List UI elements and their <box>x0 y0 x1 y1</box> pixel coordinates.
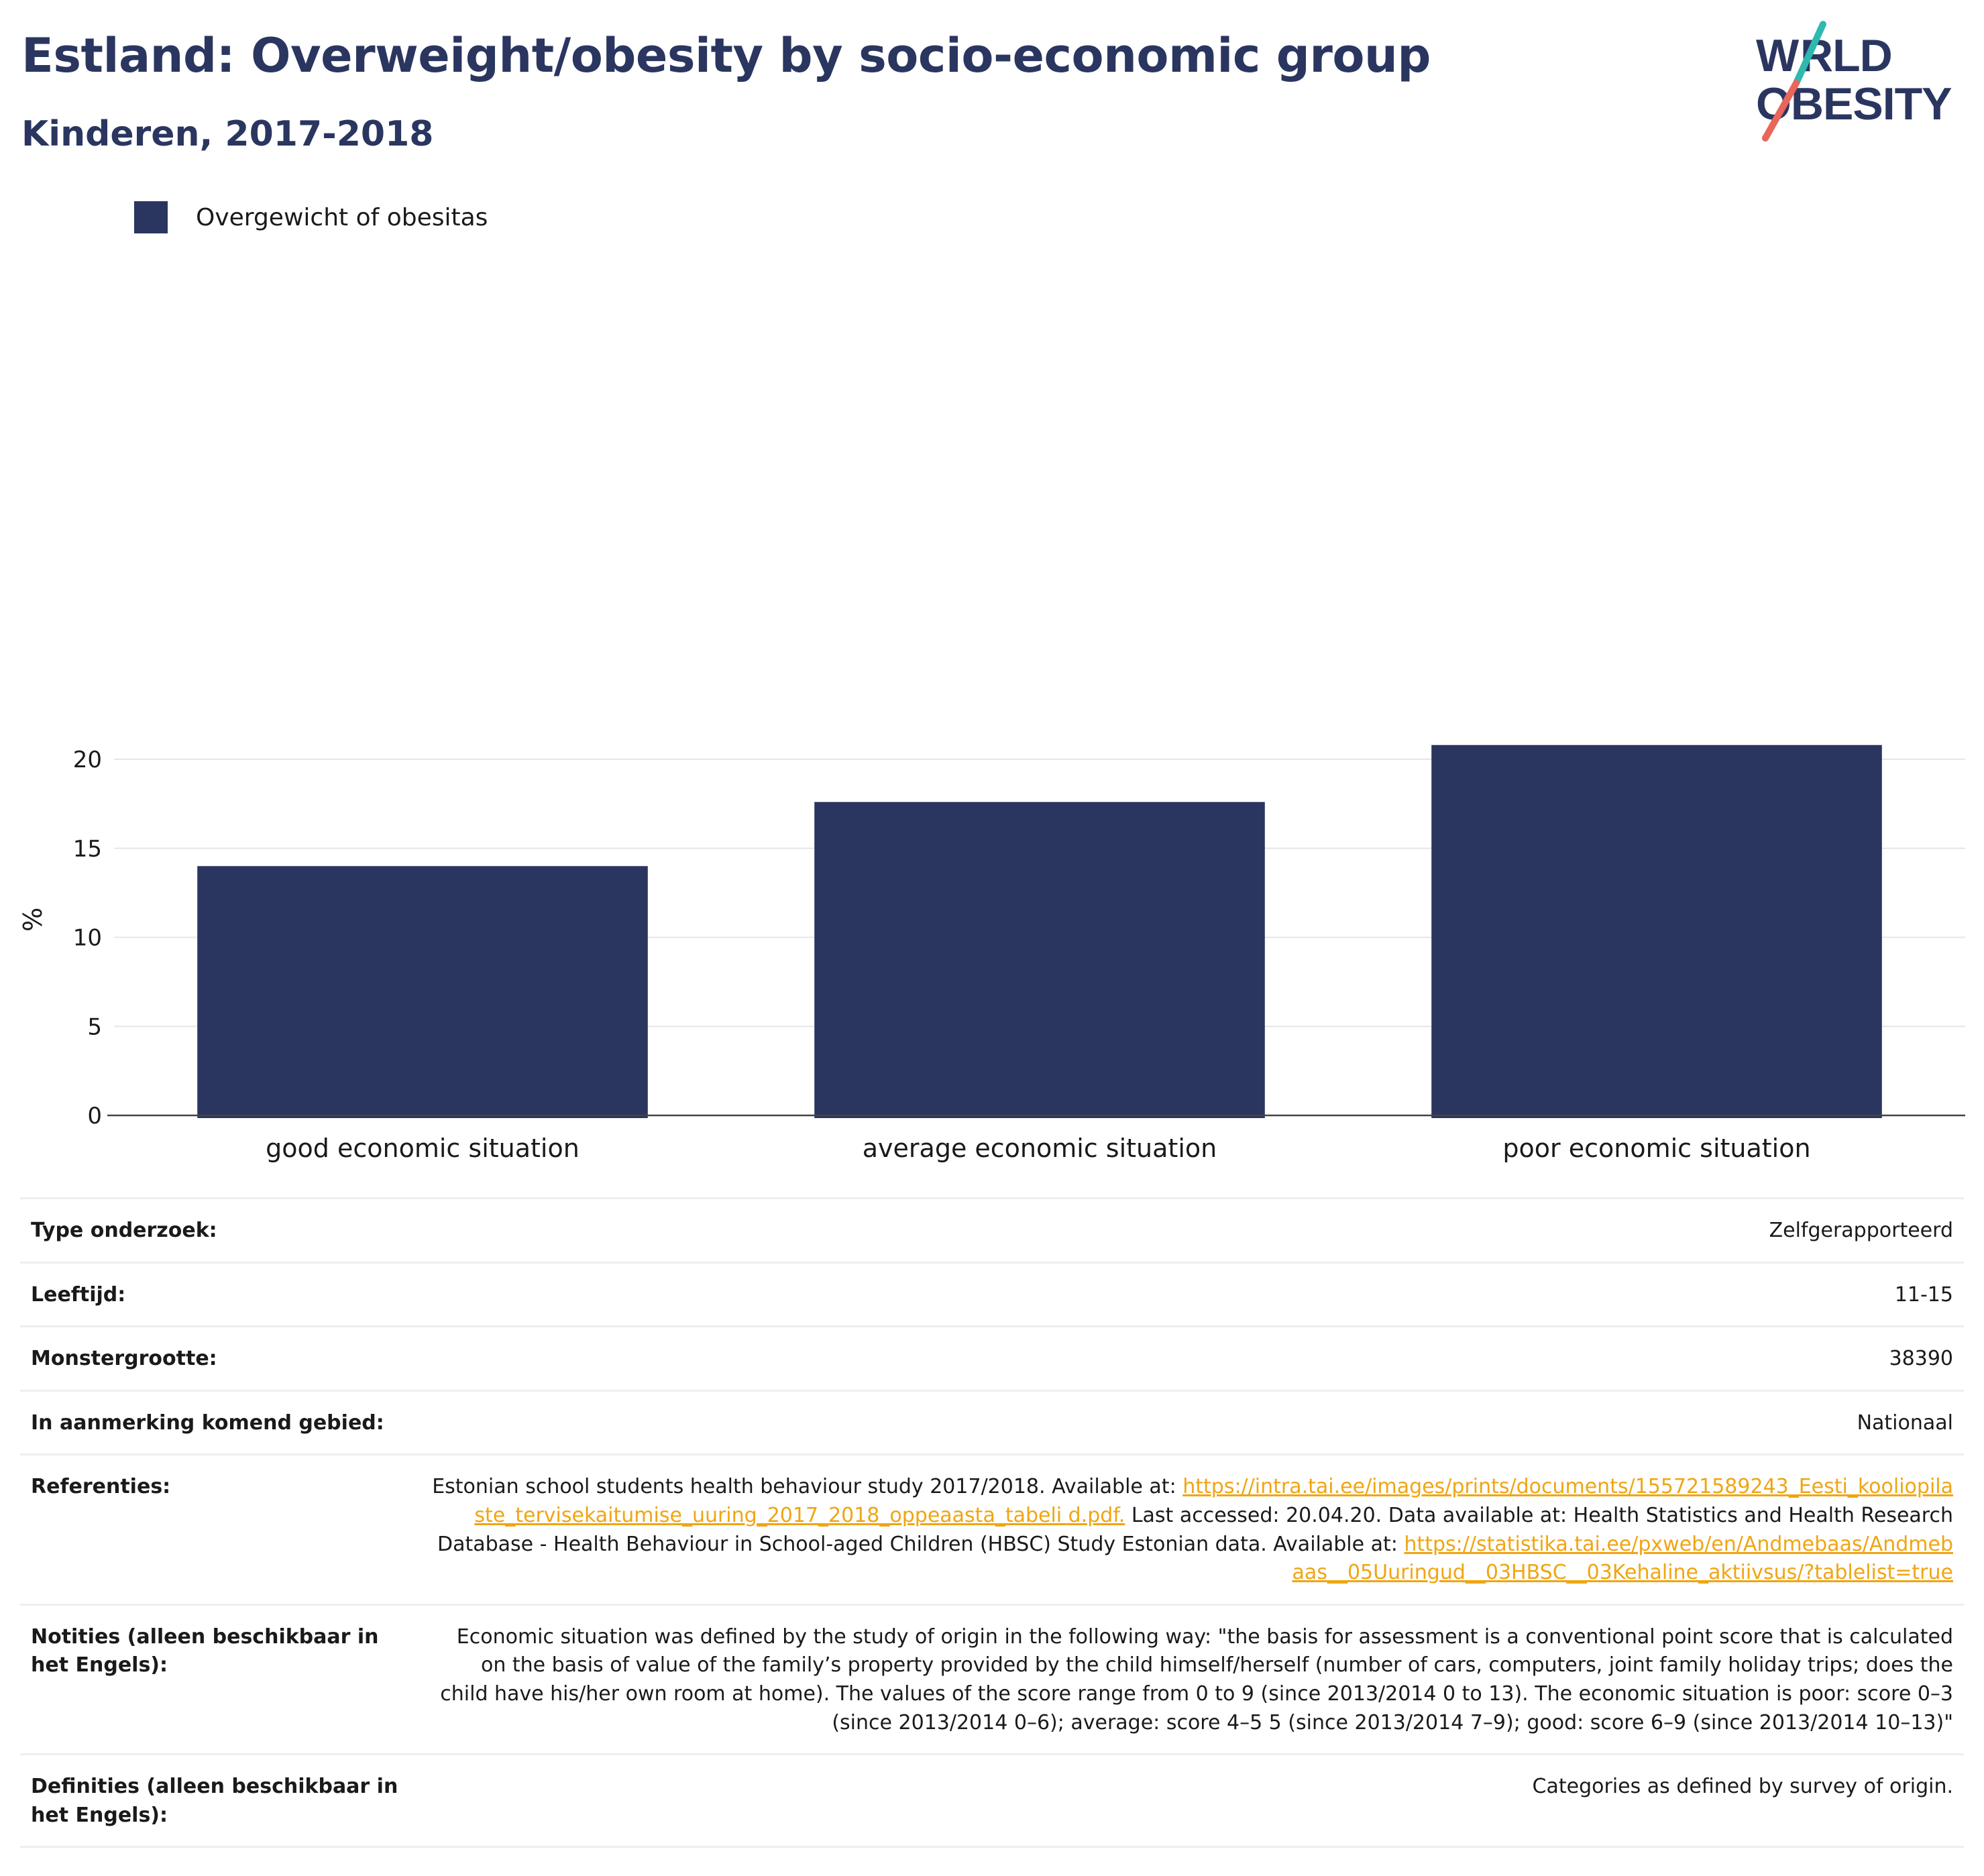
y-tick-label: 10 <box>73 925 102 952</box>
definitions-value: Categories as defined by survey of origi… <box>417 1753 1964 1849</box>
bar <box>814 802 1265 1118</box>
info-row-references: Referenties: Estonian school students he… <box>20 1453 1964 1605</box>
area-value: Nationaal <box>417 1389 1964 1455</box>
sample-label: Monstergrootte: <box>20 1325 417 1391</box>
reference-link-2[interactable]: https://statistika.tai.ee/pxweb/en/Andme… <box>1292 1532 1953 1585</box>
notes-value: Economic situation was defined by the st… <box>417 1603 1964 1755</box>
area-label: In aanmerking komend gebied: <box>20 1389 417 1455</box>
x-tick-label: average economic situation <box>863 1134 1217 1163</box>
x-tick-label: poor economic situation <box>1502 1134 1810 1163</box>
svg-text:W: W <box>1756 30 1800 81</box>
type-label: Type onderzoek: <box>20 1197 417 1263</box>
svg-text:OBESITY: OBESITY <box>1756 78 1952 129</box>
sample-value: 38390 <box>417 1325 1964 1391</box>
info-row-type: Type onderzoek: Zelfgerapporteerd <box>20 1197 1964 1263</box>
info-row-definitions: Definities (alleen beschikbaar in het En… <box>20 1753 1964 1849</box>
info-row-area: In aanmerking komend gebied: Nationaal <box>20 1389 1964 1455</box>
age-label: Leeftijd: <box>20 1261 417 1327</box>
info-table: Type onderzoek: Zelfgerapporteerd Leefti… <box>20 1197 1964 1849</box>
age-value: 11-15 <box>417 1261 1964 1327</box>
y-tick-label: 0 <box>87 1103 102 1129</box>
page-subtitle: Kinderen, 2017-2018 <box>21 114 434 154</box>
notes-label: Notities (alleen beschikbaar in het Enge… <box>20 1603 417 1755</box>
chart-legend: Overgewicht of obesitas <box>134 201 488 233</box>
y-tick-label: 20 <box>73 747 102 773</box>
references-label: Referenties: <box>20 1453 417 1605</box>
page-title: Estland: Overweight/obesity by socio-eco… <box>21 28 1431 83</box>
definitions-label: Definities (alleen beschikbaar in het En… <box>20 1753 417 1849</box>
references-text-2: Last accessed: 20.04.20. Data available … <box>437 1503 1953 1556</box>
bar <box>197 866 648 1118</box>
bar <box>1431 744 1882 1118</box>
y-tick-label: 5 <box>87 1013 102 1040</box>
info-row-notes: Notities (alleen beschikbaar in het Enge… <box>20 1603 1964 1755</box>
references-text-1: Estonian school students health behaviou… <box>432 1475 1176 1499</box>
x-tick-label: good economic situation <box>266 1134 580 1163</box>
info-row-sample: Monstergrootte: 38390 <box>20 1325 1964 1391</box>
references-value: Estonian school students health behaviou… <box>417 1453 1964 1605</box>
reference-link-1[interactable]: https://intra.tai.ee/images/prints/docum… <box>474 1475 1953 1527</box>
info-row-age: Leeftijd: 11-15 <box>20 1261 1964 1327</box>
y-tick-label: 15 <box>73 836 102 863</box>
world-obesity-logo: W RLD OBESITY <box>1756 21 1952 142</box>
legend-label: Overgewicht of obesitas <box>196 203 488 231</box>
type-value: Zelfgerapporteerd <box>417 1197 1964 1263</box>
legend-swatch <box>134 201 168 233</box>
bar-chart: 0 5 10 15 20 good economic situation average e… <box>18 744 1965 1163</box>
y-axis-label: % <box>18 907 48 932</box>
